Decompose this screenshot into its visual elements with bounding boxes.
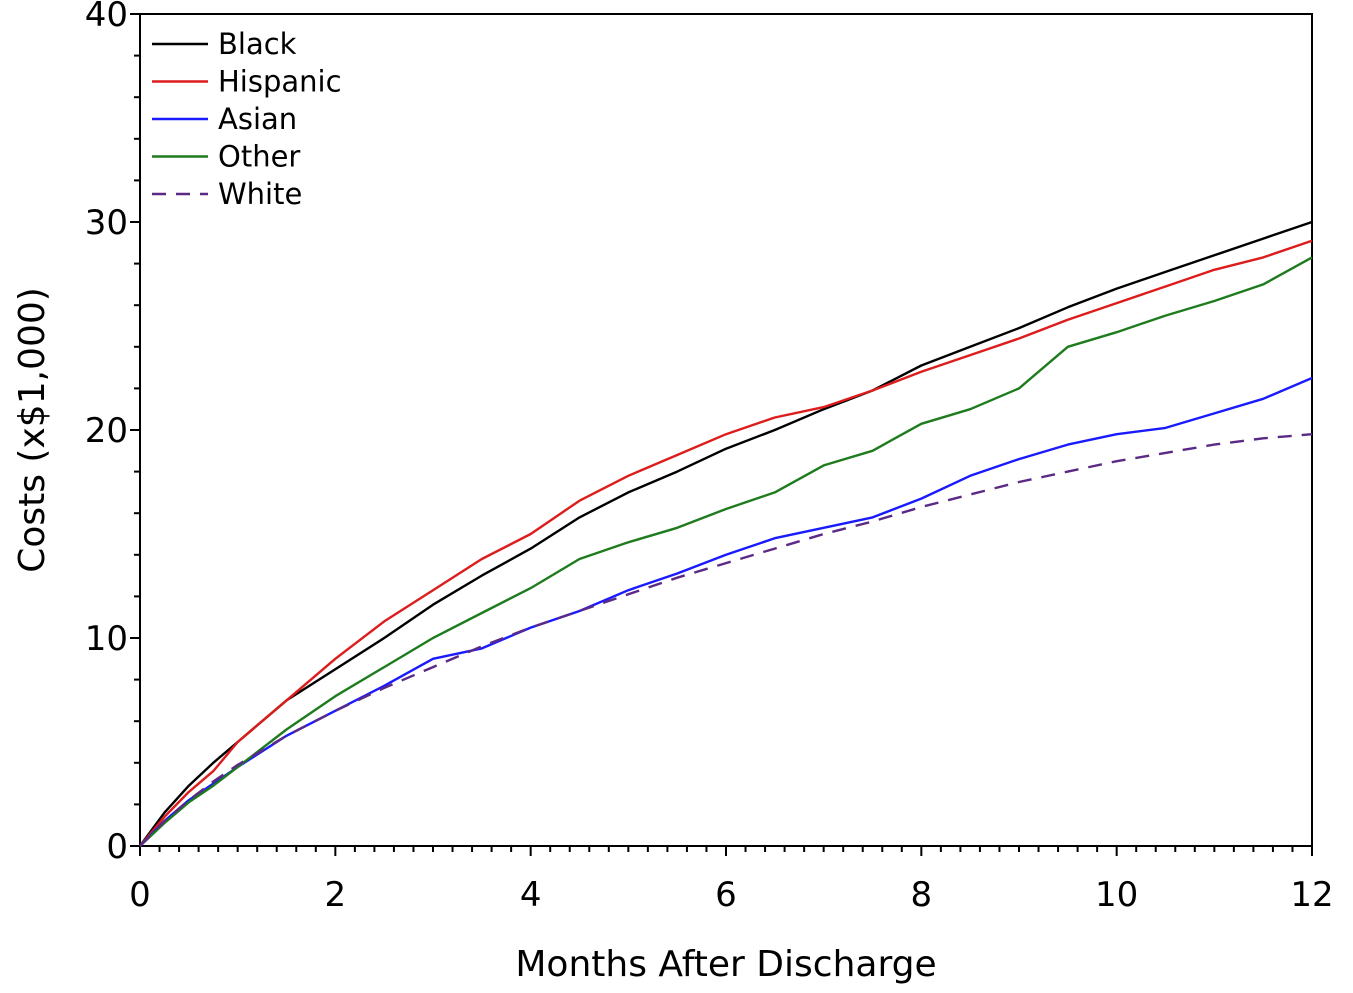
series-lines	[140, 222, 1312, 846]
x-tick-label: 2	[325, 875, 347, 915]
x-tick-label: 0	[129, 875, 151, 915]
x-axis-title: Months After Discharge	[515, 944, 936, 985]
legend-label-other: Other	[218, 140, 300, 174]
y-axis-title: Costs (x$1,000)	[12, 287, 53, 573]
x-tick-label: 12	[1290, 875, 1333, 915]
legend-label-asian: Asian	[218, 102, 297, 136]
y-tick-label: 30	[85, 203, 128, 243]
legend-label-black: Black	[218, 27, 297, 61]
series-line-hispanic	[140, 241, 1312, 846]
series-line-other	[140, 257, 1312, 846]
x-tick-label: 10	[1095, 875, 1138, 915]
x-tick-label: 4	[520, 875, 542, 915]
legend-label-hispanic: Hispanic	[218, 65, 342, 99]
y-tick-label: 0	[106, 827, 128, 867]
y-tick-label: 20	[85, 411, 128, 451]
series-line-black	[140, 222, 1312, 846]
y-tick-label: 40	[85, 0, 128, 35]
series-line-white	[140, 434, 1312, 846]
legend-label-white: White	[218, 177, 302, 211]
x-tick-label: 8	[911, 875, 933, 915]
x-tick-label: 6	[715, 875, 737, 915]
y-tick-label: 10	[85, 619, 128, 659]
